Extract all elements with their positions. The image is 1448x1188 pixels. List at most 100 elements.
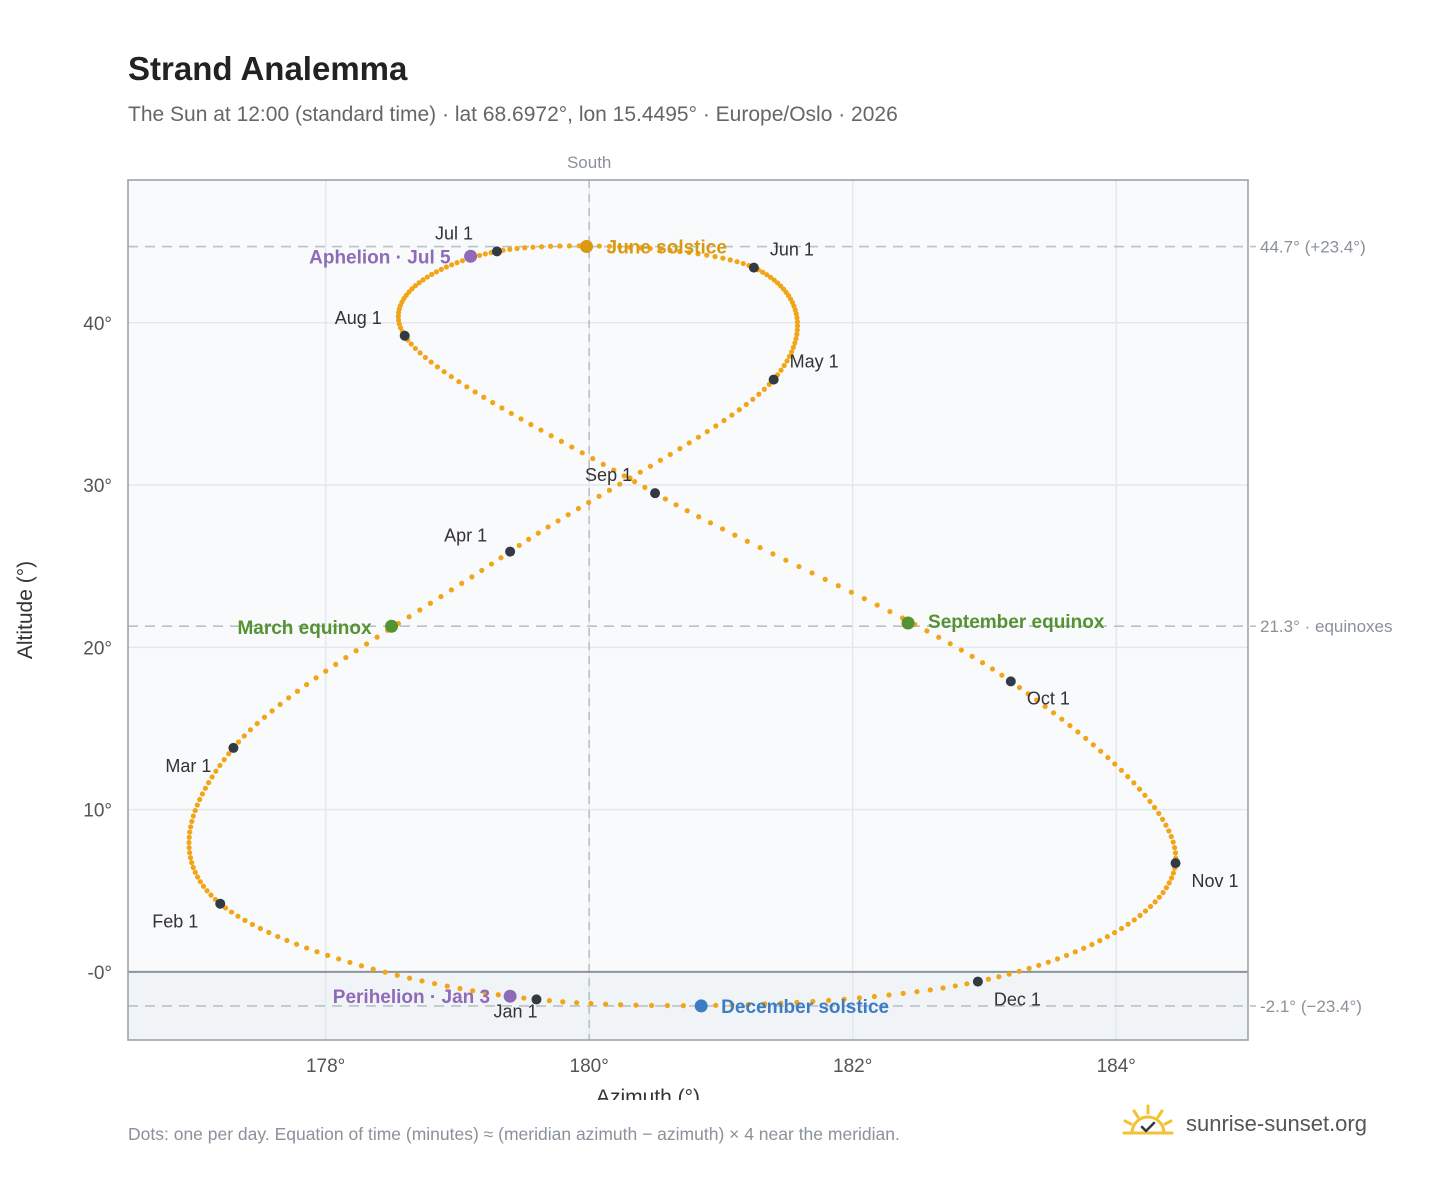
daily-dot: [696, 514, 702, 520]
event-marker: [901, 616, 915, 630]
daily-dot: [565, 512, 571, 518]
daily-dot: [189, 818, 195, 825]
daily-dot: [188, 824, 194, 830]
daily-dot: [1170, 839, 1176, 845]
daily-dot: [900, 990, 906, 997]
daily-dot: [1147, 903, 1154, 910]
daily-dot: [416, 280, 422, 286]
month-marker: [1170, 858, 1181, 869]
daily-dot: [294, 941, 300, 947]
plot-area: [128, 180, 1248, 1040]
month-marker: [972, 976, 983, 987]
daily-dot: [586, 499, 592, 506]
daily-dot: [557, 243, 563, 249]
daily-dot: [874, 602, 880, 608]
daily-dot: [347, 959, 353, 966]
daily-dot: [1125, 921, 1131, 927]
daily-dot: [841, 996, 847, 1002]
daily-dot: [642, 484, 648, 491]
daily-dot: [443, 264, 449, 270]
daily-dot: [627, 475, 633, 481]
daily-dot: [794, 327, 800, 333]
daily-dot: [325, 952, 331, 959]
daily-dot: [217, 762, 223, 769]
daily-dot: [286, 695, 292, 701]
x-axis-label: Azimuth (°): [596, 1086, 700, 1100]
daily-dot: [406, 614, 412, 620]
daily-dot: [947, 641, 953, 647]
y-tick-label: 30°: [83, 476, 112, 497]
daily-dot: [686, 249, 692, 256]
x-tick-label: 184°: [1097, 1056, 1136, 1077]
daily-dot: [784, 358, 790, 364]
daily-dot: [662, 496, 668, 502]
month-label: Jul 1: [435, 223, 473, 243]
daily-dot: [1172, 850, 1179, 856]
daily-dot: [914, 989, 920, 995]
daily-dot: [1131, 780, 1137, 786]
brand[interactable]: sunrise-sunset.org: [1120, 1102, 1367, 1146]
daily-dot: [208, 892, 214, 898]
daily-dot: [304, 681, 310, 688]
daily-dot: [704, 428, 710, 435]
daily-dot: [985, 976, 992, 982]
daily-dot: [1042, 703, 1048, 710]
daily-dot: [448, 587, 455, 593]
daily-dot: [194, 802, 200, 808]
daily-dot: [249, 921, 256, 928]
daily-dot: [1097, 938, 1103, 944]
daily-dot: [488, 561, 495, 567]
daily-dot: [186, 834, 192, 840]
month-label: Feb 1: [152, 912, 198, 932]
daily-dot: [719, 526, 726, 532]
daily-dot: [667, 451, 673, 458]
daily-dot: [424, 274, 430, 280]
daily-dot: [545, 524, 551, 530]
daily-dot: [727, 257, 733, 263]
daily-dot: [684, 508, 690, 514]
daily-dot: [382, 969, 388, 975]
chart-title: Strand Analemma: [128, 50, 408, 87]
month-marker: [1005, 676, 1016, 687]
x-tick-label: 178°: [306, 1056, 345, 1077]
daily-dot: [200, 883, 207, 889]
event-label: Perihelion · Jan 3: [333, 987, 490, 1008]
daily-dot: [1098, 748, 1104, 754]
daily-dot: [721, 417, 727, 424]
daily-dot: [1160, 889, 1166, 896]
daily-dot: [778, 367, 784, 373]
plot-frame: [127, 179, 1249, 1041]
daily-dot: [574, 1000, 580, 1006]
daily-dot: [247, 727, 254, 733]
daily-dot: [294, 688, 301, 694]
daily-dot: [434, 364, 441, 370]
daily-dot: [1170, 870, 1176, 876]
daily-dot: [429, 271, 435, 277]
daily-dot: [266, 929, 272, 936]
footnote: Dots: one per day. Equation of time (min…: [128, 1124, 900, 1144]
daily-dot: [419, 978, 425, 984]
daily-dot: [535, 530, 541, 536]
daily-dot: [313, 675, 319, 681]
reference-line-label: -2.1° (−23.4°): [1260, 997, 1362, 1016]
daily-dot: [428, 359, 434, 365]
daily-dot: [848, 589, 854, 595]
daily-dot: [704, 252, 710, 258]
month-marker: [491, 246, 502, 257]
month-label: Jan 1: [493, 1001, 537, 1021]
daily-dot: [370, 966, 376, 972]
daily-dot: [790, 344, 797, 350]
daily-dot: [606, 487, 613, 493]
daily-dot: [924, 628, 930, 634]
daily-dot: [323, 668, 329, 674]
daily-dot: [518, 416, 524, 422]
daily-dot: [457, 985, 463, 992]
daily-dot: [657, 457, 664, 463]
daily-dot: [1016, 684, 1023, 691]
daily-dot: [546, 998, 552, 1004]
daily-dot: [482, 251, 488, 257]
event-marker: [503, 989, 517, 1003]
month-label: Dec 1: [994, 990, 1041, 1010]
daily-dot: [767, 274, 774, 280]
daily-dot: [449, 262, 455, 268]
